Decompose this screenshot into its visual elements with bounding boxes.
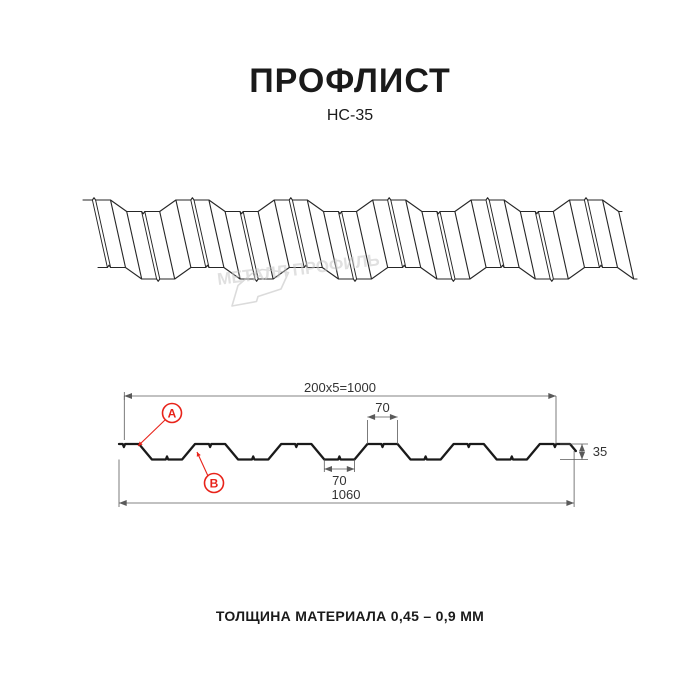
svg-text:B: B — [210, 477, 219, 491]
svg-text:35: 35 — [593, 444, 607, 459]
svg-text:70: 70 — [332, 473, 346, 488]
svg-text:200x5=1000: 200x5=1000 — [304, 380, 376, 395]
svg-text:МЕТАЛЛ ПРОФИЛЬ: МЕТАЛЛ ПРОФИЛЬ — [216, 250, 380, 289]
svg-text:A: A — [168, 407, 177, 421]
svg-text:1060: 1060 — [332, 487, 361, 502]
svg-text:70: 70 — [375, 400, 389, 415]
